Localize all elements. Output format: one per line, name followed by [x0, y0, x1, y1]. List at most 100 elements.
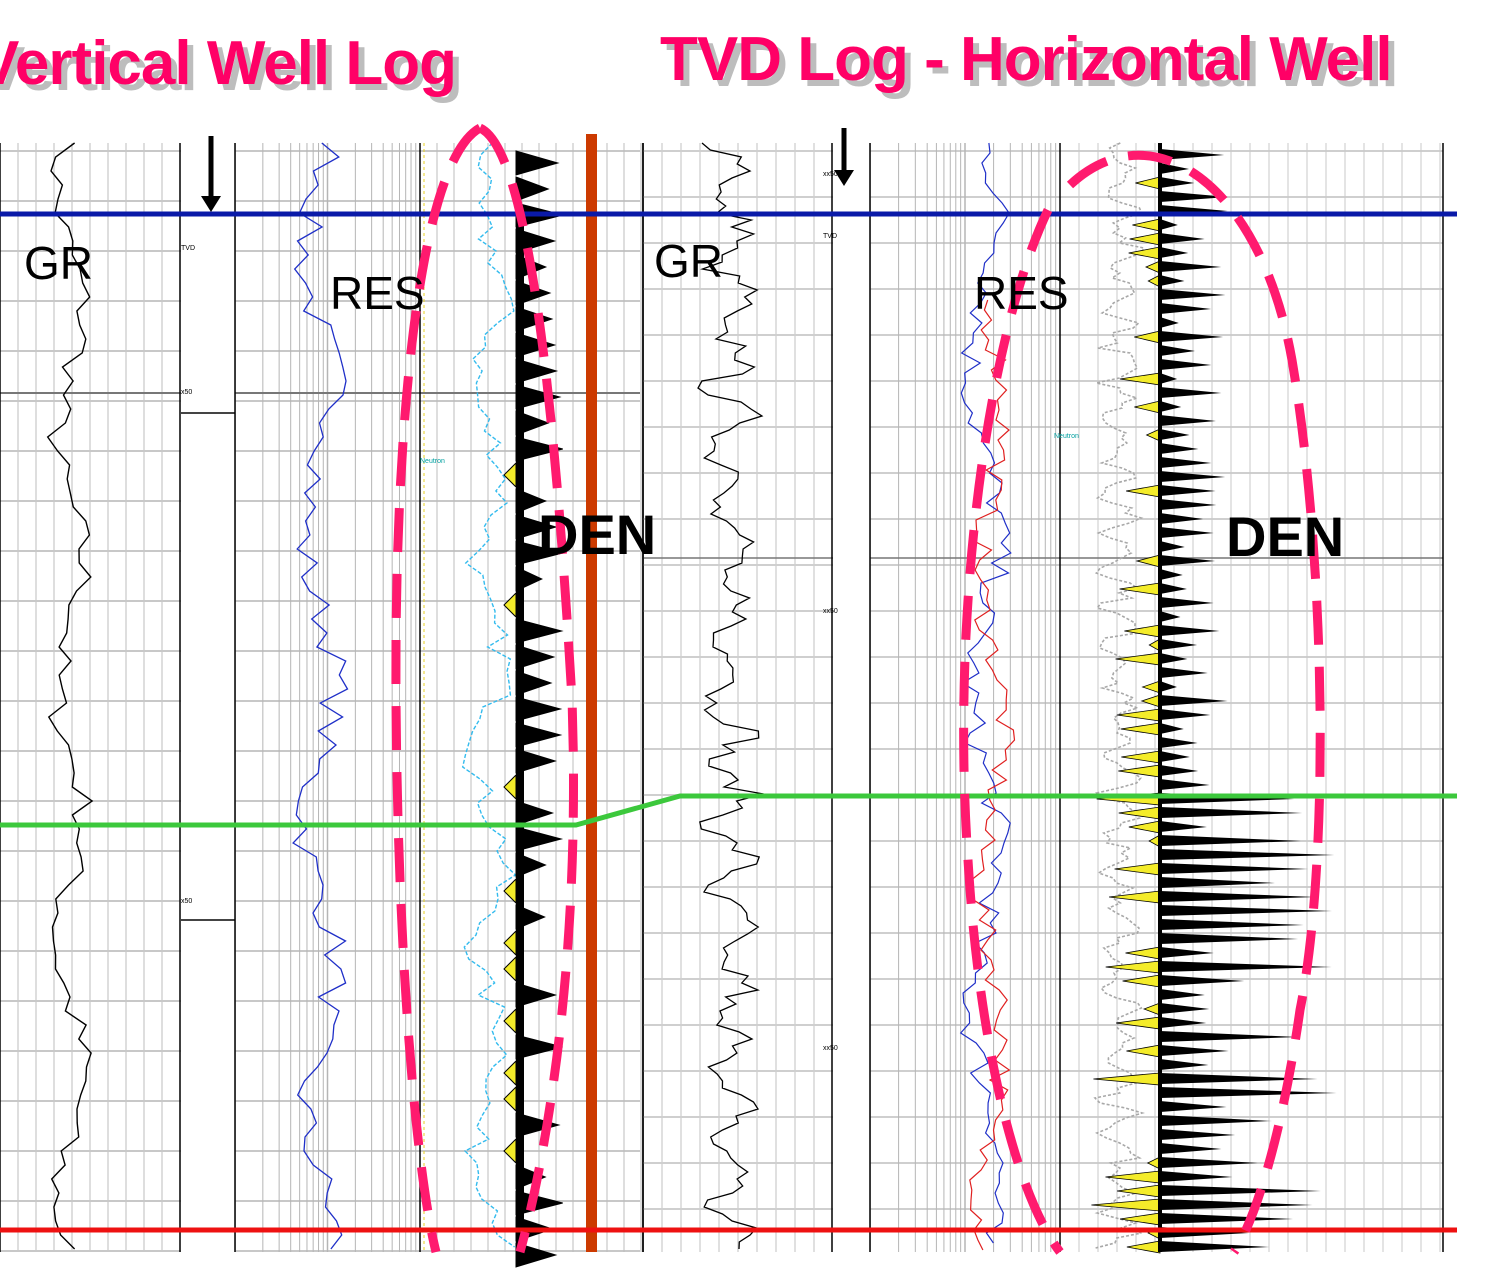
depth-track-left	[181, 143, 235, 1252]
density-spike-right	[1160, 163, 1190, 174]
horizontal-well-title: TVD Log - Horizontal Well TVD Log - Hori…	[660, 24, 1399, 100]
density-spike-right	[1160, 583, 1187, 594]
density-spike-right	[1160, 219, 1178, 230]
density-yellow-right	[1144, 260, 1161, 274]
density-spike-right	[1160, 513, 1204, 524]
vertical-well-title-shadow: Vertical Well Log	[0, 35, 463, 104]
neutron-label-left: Neutron	[420, 458, 445, 465]
density-spike-right	[1160, 415, 1216, 426]
res-curve-right-shallow	[959, 142, 1012, 1244]
density-yellow-right	[1121, 750, 1161, 764]
density-yellow-right	[1134, 400, 1161, 414]
density-spike-right	[1160, 639, 1198, 650]
density-fill-left	[503, 150, 564, 1268]
gr-label-left: GR	[24, 237, 93, 289]
density-spike-right	[1160, 961, 1332, 972]
density-spike-right	[1160, 1115, 1272, 1126]
density-spike-right	[1160, 457, 1212, 468]
density-yellow-right	[1114, 862, 1161, 876]
density-baseline-left	[516, 210, 524, 1252]
gr-curve-left	[46, 142, 94, 1250]
density-yellow-right	[1145, 428, 1161, 442]
density-spike-right	[1160, 737, 1198, 748]
depth-label-right-1: xx50	[823, 608, 838, 615]
res-label-right: RES	[974, 267, 1069, 319]
den-label-left: DEN	[538, 503, 657, 566]
density-yellow-right	[1142, 1002, 1161, 1016]
density-fill-shape-left	[503, 955, 517, 983]
highlight-ellipse-right	[959, 150, 1325, 1255]
density-fill-shape-left	[515, 150, 560, 176]
density-spike-right	[1160, 1213, 1294, 1224]
density-spike-right	[1160, 891, 1317, 902]
density-yellow-right	[1126, 484, 1161, 498]
density-spike-right	[1160, 695, 1228, 706]
density-spike-right	[1160, 709, 1211, 720]
res-curve-right-deep	[969, 299, 1016, 1251]
depth-label-right-2: xx50	[823, 1045, 838, 1052]
density-yellow-right	[1126, 1044, 1161, 1058]
density-yellow-right	[1124, 624, 1161, 638]
density-baseline-right	[1158, 143, 1162, 1252]
density-yellow-right	[1141, 680, 1161, 694]
den-label-right: DEN	[1226, 505, 1345, 568]
density-fill-shape-left	[503, 461, 517, 489]
density-spike-right	[1160, 359, 1212, 370]
density-yellow-right	[1115, 652, 1161, 666]
density-yellow-right	[1126, 1240, 1161, 1254]
highlight-ellipse-left	[391, 123, 578, 1254]
density-spike-right	[1160, 1199, 1313, 1210]
vertical-well-title-text: Vertical Well Log	[0, 29, 457, 98]
density-spike-right	[1160, 471, 1226, 482]
density-spike-right	[1160, 1045, 1229, 1056]
density-spike-right	[1160, 1031, 1298, 1042]
density-spike-right	[1160, 443, 1199, 454]
down-arrow-icon	[201, 196, 221, 212]
density-yellow-right	[1128, 246, 1161, 260]
density-fill-shape-left	[503, 591, 517, 619]
density-spike-right	[1160, 499, 1217, 510]
res-curve-left	[292, 142, 349, 1250]
density-fill-shape-left	[503, 1137, 517, 1165]
density-fill-shape-left	[515, 1242, 558, 1268]
density-yellow-right	[1134, 330, 1161, 344]
density-spike-right	[1160, 331, 1224, 342]
density-spike-right	[1160, 919, 1304, 930]
density-spike-right	[1160, 1241, 1270, 1252]
section-separator	[586, 134, 597, 1252]
density-spike-right	[1160, 597, 1214, 608]
density-spike-right	[1160, 835, 1301, 846]
density-fill-shape-left	[503, 1007, 517, 1035]
density-spike-right	[1160, 1157, 1258, 1168]
density-yellow-right	[1116, 1184, 1161, 1198]
density-spike-right	[1160, 345, 1195, 356]
density-yellow-right	[1093, 1072, 1161, 1086]
neutron-curve-right	[1093, 142, 1145, 1249]
density-spike-right	[1160, 779, 1210, 790]
density-spike-right	[1160, 807, 1303, 818]
mid-marker-line	[0, 793, 1457, 828]
res-label-left: RES	[330, 267, 425, 319]
density-spike-right	[1160, 1073, 1318, 1084]
density-yellow-right	[1120, 722, 1161, 736]
density-fill-shape-left	[503, 1085, 517, 1113]
density-fill-shape-left	[515, 176, 550, 202]
vertical-well-title: Vertical Well Log Vertical Well Log	[0, 28, 463, 104]
density-spike-right	[1160, 289, 1226, 300]
density-spike-right	[1160, 303, 1212, 314]
density-spike-right	[1160, 527, 1214, 538]
density-spike-right	[1160, 1059, 1209, 1070]
down-arrow-icon	[834, 170, 854, 186]
density-spike-right	[1160, 1143, 1222, 1154]
density-spike-right	[1160, 401, 1182, 412]
density-yellow-right	[1115, 1016, 1161, 1030]
gr-curve-right	[697, 142, 764, 1250]
density-yellow-right	[1118, 806, 1161, 820]
density-fill-shape-left	[503, 773, 517, 801]
density-spike-right	[1160, 1101, 1227, 1112]
density-yellow-right	[1119, 582, 1161, 596]
density-spike-right	[1160, 933, 1299, 944]
density-spike-right	[1160, 261, 1222, 272]
density-spike-right	[1160, 1171, 1233, 1182]
depth-track-right	[833, 143, 870, 1252]
